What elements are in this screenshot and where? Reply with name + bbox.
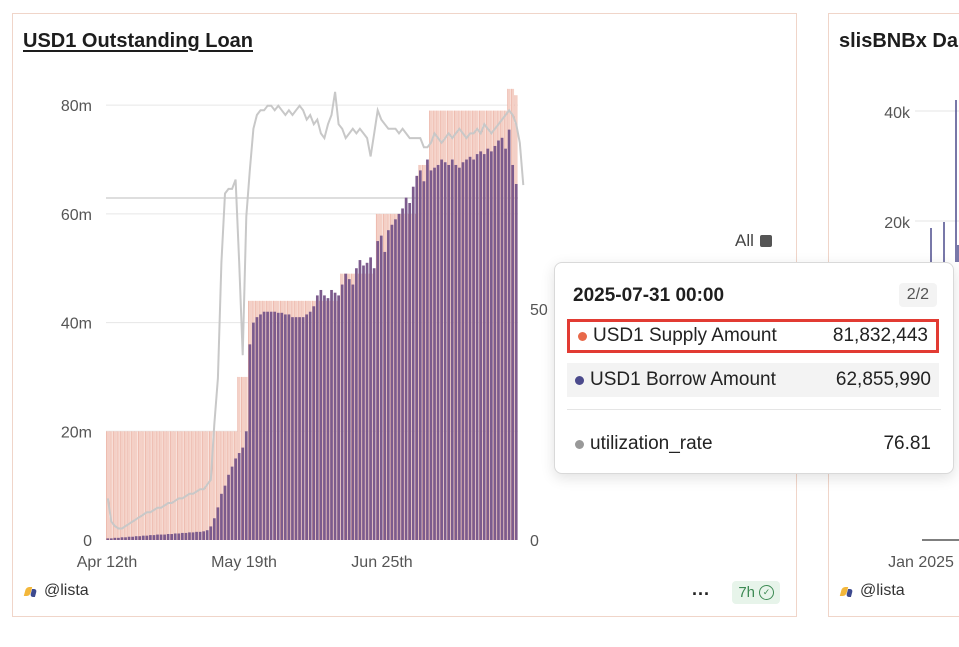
tooltip-row-supply: USD1 Supply Amount 81,832,443 (567, 319, 939, 353)
check-icon: ✓ (759, 585, 774, 600)
brand-footer[interactable]: @lista (841, 582, 905, 600)
chart-tooltip: 2025-07-31 00:00 2/2 USD1 Supply Amount … (554, 262, 954, 474)
brand-label: @lista (44, 582, 89, 599)
refresh-badge[interactable]: 7h ✓ (732, 581, 780, 604)
utilization-value: 76.81 (883, 433, 931, 454)
supply-value: 81,832,443 (832, 325, 928, 346)
borrow-value: 62,855,990 (835, 369, 931, 390)
chart-title[interactable]: slisBNBx Da (839, 30, 958, 52)
supply-label: USD1 Supply Amount (593, 325, 777, 346)
lista-logo-icon (841, 585, 854, 598)
utilization-label: utilization_rate (590, 433, 713, 454)
tooltip-row-borrow: USD1 Borrow Amount 62,855,990 (567, 363, 939, 397)
lista-logo-icon (25, 585, 38, 598)
borrow-dot-icon (575, 375, 584, 385)
tooltip-date: 2025-07-31 00:00 (573, 285, 725, 306)
square-icon (759, 235, 772, 247)
more-options-button[interactable]: ... (691, 579, 710, 599)
all-toggle-label: All (735, 231, 754, 250)
tooltip-divider (567, 409, 941, 410)
borrow-label: USD1 Borrow Amount (590, 369, 776, 390)
supply-dot-icon (578, 331, 587, 341)
chart-title[interactable]: USD1 Outstanding Loan (23, 30, 253, 52)
tooltip-pagination[interactable]: 2/2 (898, 283, 937, 307)
brand-footer[interactable]: @lista (25, 582, 89, 600)
all-series-toggle[interactable]: All (735, 231, 772, 251)
utilization-dot-icon (575, 439, 584, 449)
refresh-age: 7h (738, 584, 755, 601)
brand-label: @lista (860, 582, 905, 599)
tooltip-row-utilization: utilization_rate 76.81 (567, 427, 939, 461)
